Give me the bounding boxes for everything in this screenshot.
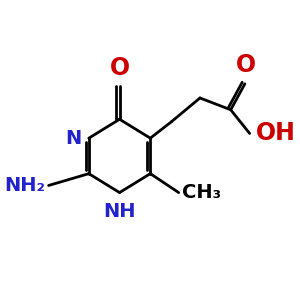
Text: NH: NH	[103, 202, 136, 220]
Text: O: O	[236, 53, 256, 77]
Text: CH₃: CH₃	[182, 183, 221, 202]
Text: NH₂: NH₂	[4, 176, 45, 195]
Text: OH: OH	[256, 122, 296, 146]
Text: N: N	[65, 129, 81, 148]
Text: O: O	[110, 56, 130, 80]
